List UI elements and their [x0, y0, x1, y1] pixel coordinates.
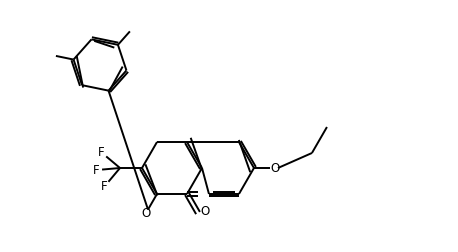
Text: O: O — [141, 207, 150, 220]
Text: O: O — [270, 162, 279, 174]
Text: F: F — [101, 180, 108, 193]
Text: F: F — [93, 164, 99, 177]
Text: F: F — [98, 146, 105, 159]
Text: O: O — [201, 205, 210, 217]
